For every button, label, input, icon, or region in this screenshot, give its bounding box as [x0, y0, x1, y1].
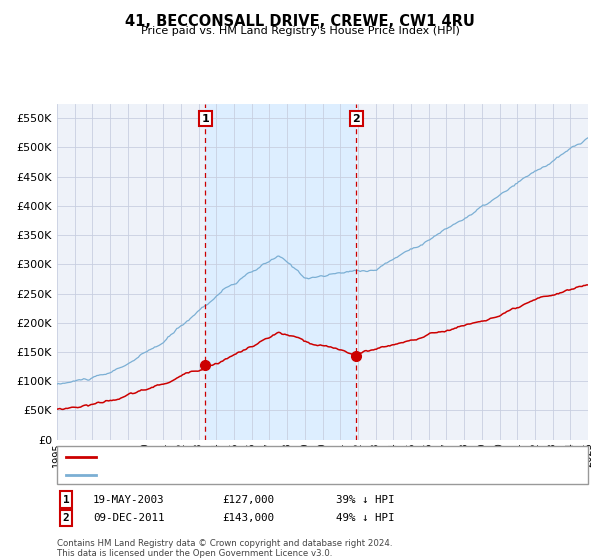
Text: 39% ↓ HPI: 39% ↓ HPI: [336, 494, 395, 505]
Bar: [205, 104, 356, 440]
Text: 19-MAY-2003: 19-MAY-2003: [93, 494, 164, 505]
Text: 41, BECCONSALL DRIVE, CREWE, CW1 4RU (detached house): 41, BECCONSALL DRIVE, CREWE, CW1 4RU (de…: [102, 452, 420, 462]
Text: 09-DEC-2011: 09-DEC-2011: [93, 513, 164, 523]
Text: 1: 1: [62, 494, 70, 505]
Text: 1: 1: [202, 114, 209, 124]
Text: 41, BECCONSALL DRIVE, CREWE, CW1 4RU: 41, BECCONSALL DRIVE, CREWE, CW1 4RU: [125, 14, 475, 29]
Text: £127,000: £127,000: [222, 494, 274, 505]
Text: £143,000: £143,000: [222, 513, 274, 523]
Text: 2: 2: [62, 513, 70, 523]
Text: Contains HM Land Registry data © Crown copyright and database right 2024.
This d: Contains HM Land Registry data © Crown c…: [57, 539, 392, 558]
Text: 49% ↓ HPI: 49% ↓ HPI: [336, 513, 395, 523]
Text: 2: 2: [353, 114, 361, 124]
Text: HPI: Average price, detached house, Cheshire East: HPI: Average price, detached house, Ches…: [102, 470, 396, 480]
Text: Price paid vs. HM Land Registry's House Price Index (HPI): Price paid vs. HM Land Registry's House …: [140, 26, 460, 36]
